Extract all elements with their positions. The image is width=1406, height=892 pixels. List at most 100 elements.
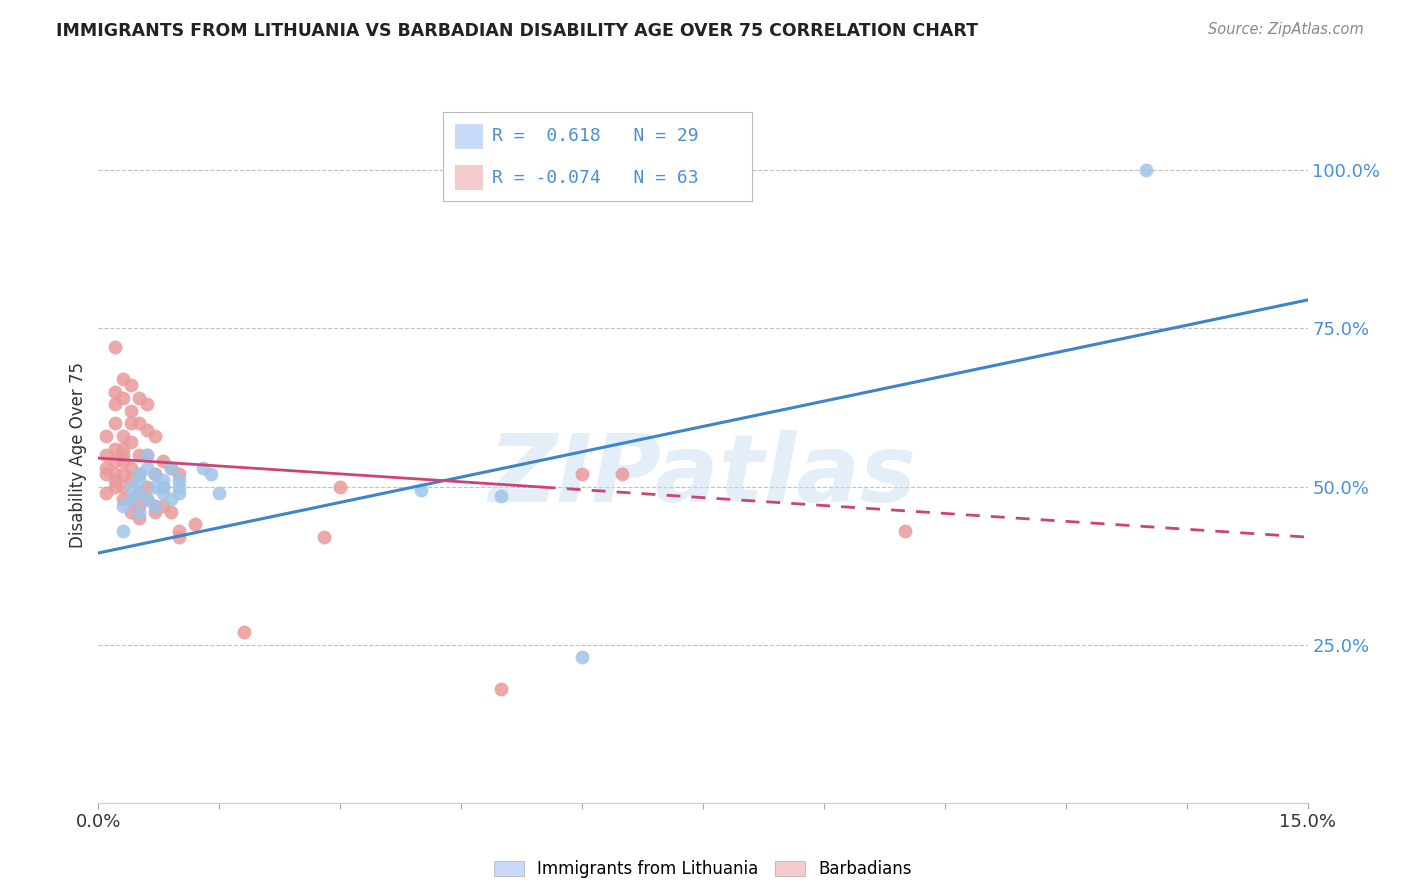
Point: [1135, 163, 1157, 178]
Text: IMMIGRANTS FROM LITHUANIA VS BARBADIAN DISABILITY AGE OVER 75 CORRELATION CHART: IMMIGRANTS FROM LITHUANIA VS BARBADIAN D…: [56, 22, 979, 40]
Point: [167, 524, 190, 538]
Point: [200, 467, 222, 481]
Point: [111, 467, 134, 481]
Point: [232, 625, 254, 640]
Point: [128, 417, 150, 431]
Point: [96, 460, 118, 475]
Point: [135, 448, 157, 462]
Point: [491, 681, 513, 696]
Point: [120, 378, 142, 392]
Point: [103, 340, 125, 354]
Point: [167, 530, 190, 544]
Point: [193, 460, 215, 475]
Point: [135, 423, 157, 437]
Legend: Immigrants from Lithuania, Barbadians: Immigrants from Lithuania, Barbadians: [488, 854, 918, 885]
Point: [103, 384, 125, 399]
Point: [128, 473, 150, 487]
Point: [893, 524, 915, 538]
Point: [103, 467, 125, 481]
Point: [128, 511, 150, 525]
Bar: [456, 165, 484, 190]
Point: [128, 448, 150, 462]
Text: ZIPatlas: ZIPatlas: [489, 430, 917, 522]
Point: [120, 479, 142, 493]
Point: [329, 479, 352, 493]
Point: [143, 467, 166, 481]
Point: [167, 486, 190, 500]
Point: [143, 499, 166, 513]
Point: [120, 473, 142, 487]
Point: [96, 467, 118, 481]
Point: [120, 492, 142, 507]
Point: [103, 442, 125, 456]
Point: [103, 397, 125, 411]
Point: [184, 517, 207, 532]
Point: [103, 417, 125, 431]
Text: R = -0.074   N = 63: R = -0.074 N = 63: [492, 169, 699, 186]
Point: [409, 483, 432, 497]
Point: [120, 403, 142, 417]
Point: [135, 460, 157, 475]
Point: [571, 650, 593, 665]
Text: R =  0.618   N = 29: R = 0.618 N = 29: [492, 128, 699, 145]
Point: [128, 486, 150, 500]
Point: [167, 479, 190, 493]
Point: [135, 397, 157, 411]
Point: [128, 467, 150, 481]
Point: [143, 479, 166, 493]
Point: [103, 473, 125, 487]
Point: [612, 467, 634, 481]
Point: [120, 435, 142, 450]
Point: [128, 486, 150, 500]
Y-axis label: Disability Age Over 75: Disability Age Over 75: [69, 362, 87, 548]
Point: [120, 492, 142, 507]
Point: [143, 505, 166, 519]
Point: [111, 479, 134, 493]
Point: [160, 460, 183, 475]
Point: [135, 492, 157, 507]
Point: [152, 479, 174, 493]
Point: [103, 454, 125, 468]
Point: [111, 372, 134, 386]
Point: [208, 486, 231, 500]
Point: [111, 448, 134, 462]
Point: [111, 492, 134, 507]
Bar: [456, 124, 484, 149]
Point: [314, 530, 336, 544]
Point: [152, 454, 174, 468]
Point: [111, 391, 134, 405]
Point: [143, 467, 166, 481]
Point: [111, 454, 134, 468]
Point: [143, 499, 166, 513]
Point: [111, 429, 134, 443]
Point: [103, 479, 125, 493]
Point: [120, 460, 142, 475]
Point: [111, 499, 134, 513]
Point: [128, 505, 150, 519]
Point: [96, 429, 118, 443]
Point: [167, 473, 190, 487]
Point: [128, 391, 150, 405]
Point: [128, 467, 150, 481]
Point: [152, 486, 174, 500]
Point: [135, 492, 157, 507]
Point: [491, 489, 513, 503]
Point: [143, 429, 166, 443]
Point: [571, 467, 593, 481]
Point: [120, 417, 142, 431]
Point: [160, 460, 183, 475]
Point: [111, 524, 134, 538]
Point: [111, 442, 134, 456]
Point: [152, 473, 174, 487]
Point: [96, 486, 118, 500]
Point: [152, 479, 174, 493]
Point: [135, 448, 157, 462]
Point: [128, 499, 150, 513]
Point: [167, 467, 190, 481]
Point: [160, 492, 183, 507]
Text: Source: ZipAtlas.com: Source: ZipAtlas.com: [1208, 22, 1364, 37]
Point: [160, 505, 183, 519]
Point: [120, 505, 142, 519]
Point: [152, 499, 174, 513]
Point: [135, 479, 157, 493]
